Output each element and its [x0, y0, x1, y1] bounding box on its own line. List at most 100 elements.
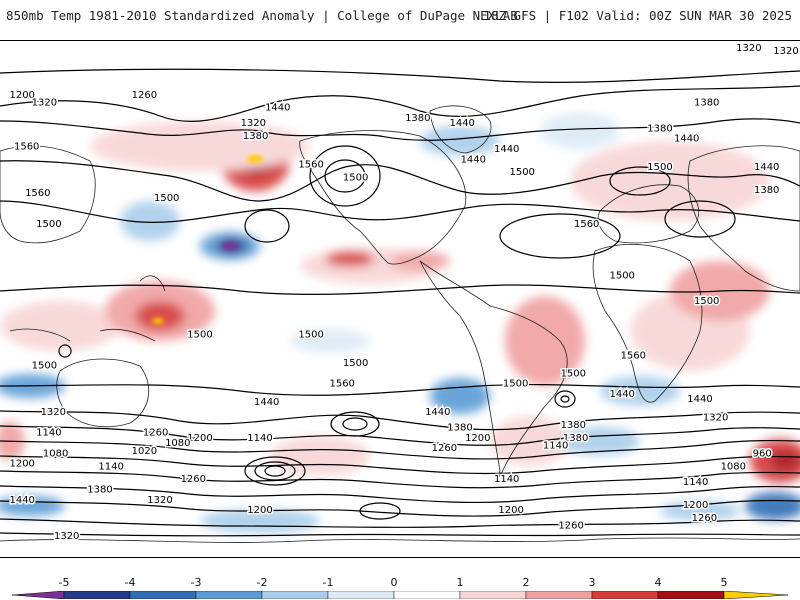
- anomaly-colorbar: -5 -4 -3 -2 -1 0 1 2 3 4 5: [0, 572, 800, 600]
- contour-label: 1440: [609, 389, 634, 400]
- colorbar-max-arrow: [723, 591, 788, 599]
- map-canvas: 1320132012001320126015601440132013801560…: [0, 42, 800, 544]
- colorbar-segment: [327, 591, 395, 599]
- anomaly-hotspots: [152, 155, 263, 324]
- contour-label: 1440: [9, 495, 34, 506]
- contour-label: 1440: [674, 134, 699, 145]
- colorbar-tick-label: 1: [456, 576, 464, 589]
- colorbar-gradient: [12, 591, 788, 599]
- colorbar-tick-label: -1: [322, 576, 334, 589]
- contour-label: 1260: [181, 474, 206, 485]
- contour-label: 1500: [154, 193, 179, 204]
- contour-label: 1200: [187, 433, 212, 444]
- colorbar-tick-label: 0: [390, 576, 398, 589]
- colorbar-tick-label: 2: [522, 576, 530, 589]
- contour-label: 1080: [721, 461, 746, 472]
- contour-label: 1560: [298, 159, 323, 170]
- contour-label: 1440: [461, 154, 486, 165]
- contour-label: 1440: [687, 394, 712, 405]
- contour-label: 1140: [36, 428, 61, 439]
- colorbar-tick-label: -2: [256, 576, 268, 589]
- contour-label: 1320: [241, 118, 266, 129]
- contour-label: 1440: [449, 118, 474, 129]
- contour-label: 1140: [98, 461, 123, 472]
- contour-label: 1380: [647, 123, 672, 134]
- colorbar-segment: [129, 591, 197, 599]
- contour-label: 1380: [405, 113, 430, 124]
- contour-label: 1380: [694, 98, 719, 109]
- contour-label: 1500: [36, 219, 61, 230]
- contour-label: 1200: [498, 505, 523, 516]
- contour-label: 1440: [265, 103, 290, 114]
- colorbar-segment: [195, 591, 263, 599]
- colorbar-segment: [657, 591, 725, 599]
- contour-label: 1380: [561, 420, 586, 431]
- colorbar-tick-label: 4: [654, 576, 662, 589]
- colorbar-segment: [459, 591, 527, 599]
- contour-label: 1560: [14, 141, 39, 152]
- contour-label: 960: [753, 448, 772, 459]
- colorbar-segment: [393, 591, 461, 599]
- contour-label: 1500: [561, 368, 586, 379]
- contour-label: 1200: [247, 505, 272, 516]
- contour-label: 1080: [165, 438, 190, 449]
- map-title: 850mb Temp 1981-2010 Standardized Anomal…: [6, 8, 518, 23]
- contour-label: 1320: [32, 98, 57, 109]
- contour-label: 1200: [683, 500, 708, 511]
- contour-label: 1260: [143, 428, 168, 439]
- contour-label: 1380: [243, 131, 268, 142]
- contour-label: 1320: [54, 531, 79, 542]
- map-header: 850mb Temp 1981-2010 Standardized Anomal…: [0, 0, 800, 30]
- contour-label: 1260: [432, 443, 457, 454]
- colorbar-tick-label: -5: [58, 576, 70, 589]
- contour-label: 1500: [503, 379, 528, 390]
- contour-label: 1140: [494, 474, 519, 485]
- contour-label: 1200: [9, 459, 34, 470]
- contour-label: 1440: [754, 162, 779, 173]
- contour-label: 1500: [343, 172, 368, 183]
- colorbar-segment: [63, 591, 131, 599]
- contour-label: 1200: [9, 90, 34, 101]
- contour-label: 1560: [574, 219, 599, 230]
- contour-label: 1380: [87, 485, 112, 496]
- contour-label: 1140: [683, 477, 708, 488]
- contour-label: 1320: [736, 43, 761, 54]
- colorbar-segment: [261, 591, 329, 599]
- contour-label: 1140: [247, 433, 272, 444]
- contour-label: 1080: [43, 448, 68, 459]
- contour-label: 1320: [147, 495, 172, 506]
- contour-label: 1440: [425, 407, 450, 418]
- contour-label: 1020: [132, 446, 157, 457]
- height-contours: [0, 68, 800, 537]
- contour-label: 1500: [298, 330, 323, 341]
- contour-label: 1380: [563, 433, 588, 444]
- colorbar-segment: [591, 591, 659, 599]
- contour-label: 1500: [187, 330, 212, 341]
- contour-label: 1440: [254, 397, 279, 408]
- contour-labels: 1320132012001320126015601440132013801560…: [8, 42, 800, 544]
- contour-label: 1500: [32, 361, 57, 372]
- contour-label: 1140: [543, 441, 568, 452]
- contour-label: 1440: [494, 144, 519, 155]
- contour-label: 1320: [703, 412, 728, 423]
- colorbar-tick-label: -4: [124, 576, 136, 589]
- colorbar-min-arrow: [12, 591, 65, 599]
- contour-label: 1500: [647, 162, 672, 173]
- contour-label: 1500: [609, 270, 634, 281]
- contour-label: 1560: [329, 379, 354, 390]
- colorbar-tick-label: -3: [190, 576, 202, 589]
- contour-label: 1320: [773, 46, 798, 57]
- contour-label: 1260: [558, 521, 583, 532]
- contour-label: 1500: [343, 358, 368, 369]
- anomaly-map[interactable]: 1320 1320 1200 1320 1260 1560 1440 1320 1380 1560…: [0, 40, 800, 558]
- colorbar-tick-label: 3: [588, 576, 596, 589]
- contour-label: 1260: [692, 513, 717, 524]
- contour-label: 1500: [509, 167, 534, 178]
- colorbar-tick-label: 5: [720, 576, 728, 589]
- contour-label: 1380: [447, 423, 472, 434]
- contour-label: 1380: [754, 185, 779, 196]
- colorbar-segment: [525, 591, 593, 599]
- contour-label: 1260: [132, 90, 157, 101]
- contour-label: 1500: [694, 296, 719, 307]
- contour-label: 1560: [621, 350, 646, 361]
